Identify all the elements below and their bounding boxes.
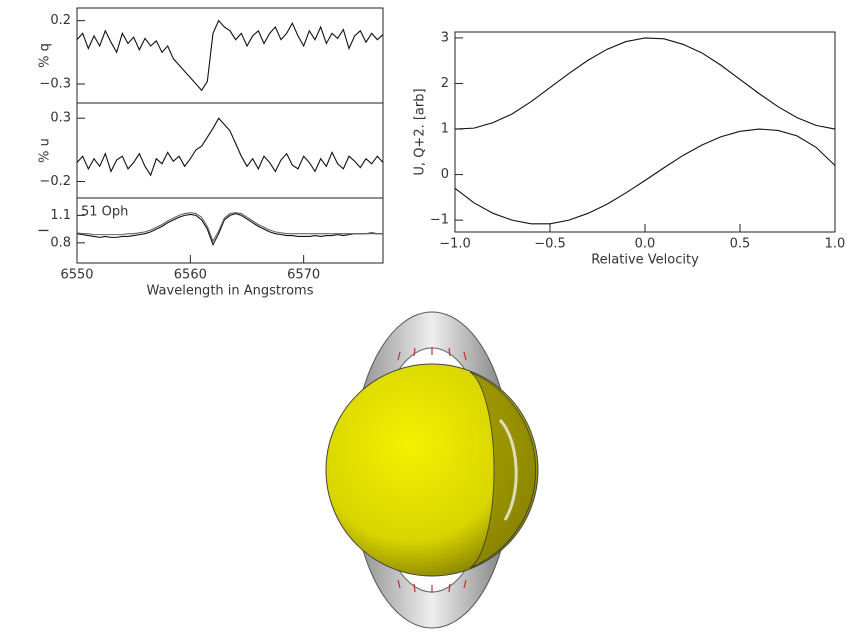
data-line [454, 37, 836, 130]
plot-frame [76, 102, 384, 199]
x-tick-label: −0.5 [534, 237, 566, 252]
y-tick-label: 0.3 [50, 111, 71, 126]
y-tick-label: 0 [441, 167, 449, 182]
y-tick-label: 0.2 [50, 13, 71, 28]
x-tick-label: −1.0 [439, 237, 471, 252]
y-axis-label: U, Q+2. [arb] [413, 88, 428, 175]
y-tick-label: 2 [441, 76, 449, 91]
x-axis-label: Wavelength in Angstroms [147, 284, 314, 299]
plot-frame [76, 197, 384, 264]
y-tick-label: 3 [441, 30, 449, 45]
y-tick-label: −0.2 [39, 174, 71, 189]
y-axis-label: % q [38, 43, 53, 68]
y-axis-label: % u [38, 138, 53, 163]
x-axis-label: Relative Velocity [591, 253, 699, 268]
x-tick-label: 0.5 [730, 237, 751, 252]
y-axis-label: I [38, 229, 53, 233]
data-line [76, 19, 384, 92]
y-tick-label: 1.1 [50, 208, 71, 223]
illustration [325, 311, 539, 629]
y-tick-label: −1 [430, 213, 449, 228]
x-tick-label: 6550 [60, 268, 93, 283]
x-tick-label: 1.0 [825, 237, 846, 252]
y-tick-label: −0.3 [39, 77, 71, 92]
plot-frame [76, 7, 384, 104]
annotation: 51 Oph [81, 205, 128, 220]
data-line [76, 212, 383, 243]
plot-frame [454, 31, 836, 233]
data-line [76, 117, 384, 177]
y-tick-label: 0.8 [50, 235, 71, 250]
y-tick-label: 1 [441, 122, 449, 137]
x-tick-label: 6560 [174, 268, 207, 283]
x-tick-label: 0.0 [635, 237, 656, 252]
data-line [454, 128, 836, 225]
data-line [76, 212, 383, 247]
x-tick-label: 6570 [287, 268, 320, 283]
